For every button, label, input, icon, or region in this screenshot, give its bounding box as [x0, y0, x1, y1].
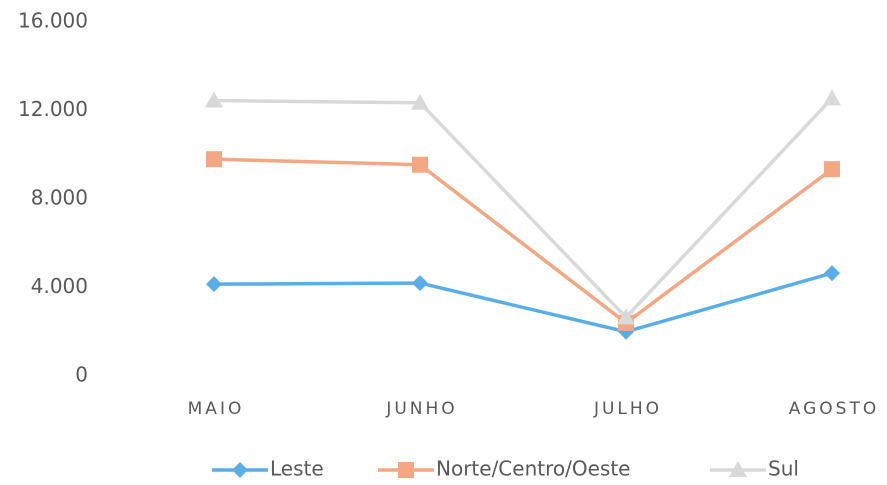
y-tick-label: 0 [75, 363, 88, 387]
point [206, 276, 222, 293]
legend-label: Sul [768, 457, 799, 481]
y-tick-label: 16.000 [18, 9, 88, 33]
x-tick-label: AGOSTO [789, 399, 879, 419]
point [412, 156, 428, 173]
x-tick-label: JUNHO [385, 399, 457, 419]
x-tick-label: MAIO [188, 399, 245, 419]
y-tick-label: 4.000 [31, 274, 88, 298]
point [823, 89, 841, 106]
series-line [213, 271, 833, 334]
legend-marker [729, 461, 747, 477]
point [617, 308, 635, 325]
legend-label: Norte/Centro/Oeste [436, 457, 630, 481]
legend-label: Leste [270, 457, 324, 481]
y-tick-label: 12.000 [18, 97, 88, 121]
series-line [213, 157, 834, 325]
point [824, 161, 840, 178]
y-tick-label: 8.000 [31, 186, 88, 210]
point [205, 91, 223, 108]
point [824, 265, 840, 282]
series-line [213, 97, 834, 320]
x-tick-label: JULHO [593, 399, 662, 419]
point [412, 275, 428, 292]
legend-marker [398, 462, 414, 478]
legend-marker [232, 462, 248, 478]
point [411, 93, 429, 110]
point [206, 151, 222, 168]
